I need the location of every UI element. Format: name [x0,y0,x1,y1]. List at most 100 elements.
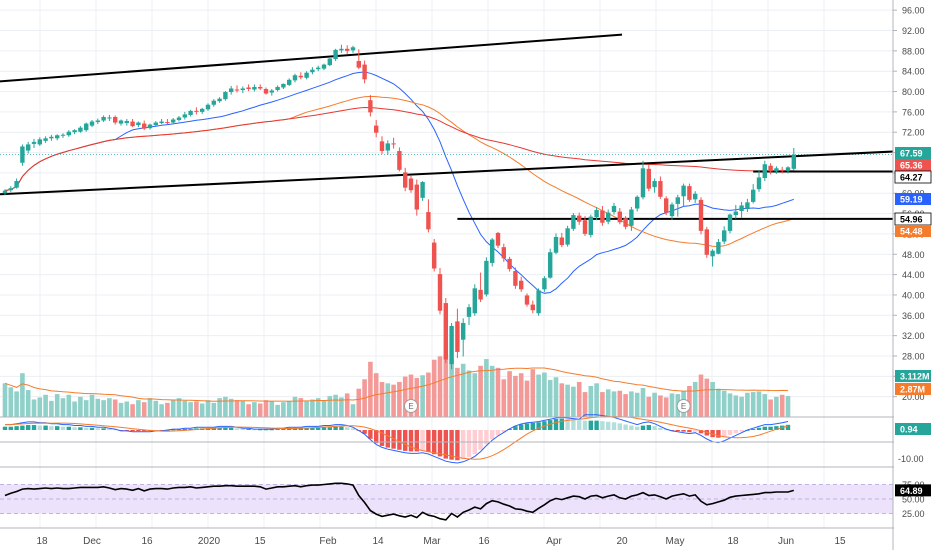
candle-body [478,289,483,300]
macd-histogram-bar [635,426,640,430]
time-axis[interactable]: 18 Dec 16 2020 15 Feb 14 Mar 16 Apr 20 May 18 Jun 15 [36,536,846,547]
candle-body [26,144,31,151]
macd-histogram-bar [368,430,373,439]
macd-tick-label: -10.00 [898,454,924,464]
volume-bar [141,402,147,417]
macd-histogram-bar [629,425,634,430]
candle-body [298,75,303,78]
candle-body [292,75,298,81]
macd-histogram-bar [240,428,245,430]
volume-bar [721,390,727,417]
candle-body [182,114,187,118]
volume-bar [147,398,153,417]
rsi-tick-label: 50.00 [902,495,925,505]
ma-50-line [4,95,794,248]
candle-body [606,212,611,222]
price-label-54-96: 54.96 [900,215,923,225]
macd-histogram-bar [385,430,390,448]
macd-histogram-bar [72,427,77,430]
volume-bar [107,398,112,417]
volume-bar [223,396,228,417]
volume-bar [426,372,431,417]
volume-bar [745,392,750,417]
candle-body [646,168,651,189]
macd-histogram-bar [426,430,431,452]
macd-signal-line [5,416,789,460]
macd-histogram-bar [130,430,135,432]
volume-bar [2,383,8,417]
macd-histogram-bar [43,425,48,430]
price-tick-label: 80.00 [902,87,925,97]
candle-body [722,230,727,242]
price-axis[interactable]: 96.0092.0088.0084.0080.0076.0072.0068.00… [893,0,932,550]
candle-body [669,204,675,217]
macd-histogram-bar [664,429,669,431]
volume-bar [385,383,391,417]
volume-bar [559,383,565,417]
volume-bar [269,401,275,417]
price-tick-label: 44.00 [902,270,925,280]
rsi-line [4,482,795,521]
macd-histogram-bar [304,427,309,430]
candle-body [762,164,767,178]
candle-body [635,196,640,209]
price-tick-label: 96.00 [902,6,925,16]
rsi-pane [0,482,893,521]
candle-body [745,202,750,210]
price-label-65-36-bg [895,159,931,171]
volume-bar [611,391,617,417]
candle-body [333,49,338,59]
candle-body [536,290,541,314]
volume-bar [710,381,715,417]
candle-body [252,86,257,90]
candle-body [455,321,460,352]
volume-bar [49,400,54,417]
volume-bar [60,398,66,417]
macd-histogram-bar [229,427,234,430]
volume-bar [547,379,553,417]
candle-body [356,61,361,68]
macd-histogram-bar [374,430,379,444]
macd-histogram-bar [727,430,733,435]
macd-histogram-bar [292,428,298,430]
candle-body [89,121,95,126]
candle-body [675,197,680,204]
time-tick-label: Dec [83,536,101,547]
candle-body [130,121,135,127]
macd-histogram-bar [339,426,344,430]
volume-bar [571,386,576,417]
volume-bar [304,400,309,417]
candle-body [698,199,704,231]
macd-histogram-bar [78,427,83,430]
time-tick-label: 15 [254,536,266,547]
candle-body [258,86,263,89]
candle-body [223,92,228,100]
candle-body [785,167,791,171]
candle-body [240,88,245,91]
candle-body [414,184,419,210]
macd-histogram-bar [455,430,460,461]
macd-histogram-bar [269,429,274,431]
candle-body [287,79,292,85]
volume-bar [118,402,124,417]
candle-body [513,271,518,286]
volume-bar [310,399,315,417]
macd-histogram-bar [171,429,176,431]
candle-body [571,215,576,229]
volume-bar [507,371,512,417]
candle-body [153,122,158,126]
macd-histogram-bar [101,428,106,430]
candle-body [310,69,315,73]
volume-bar [594,383,599,417]
candle-body [234,89,240,91]
macd-histogram-bar [223,427,228,430]
candle-body [727,214,733,231]
candle-body [368,100,373,113]
candle-body [420,182,425,198]
macd-histogram-bar [466,430,472,457]
candle-body [664,198,669,213]
macd-histogram-bar [420,430,425,451]
macd-histogram-bar [449,430,454,460]
